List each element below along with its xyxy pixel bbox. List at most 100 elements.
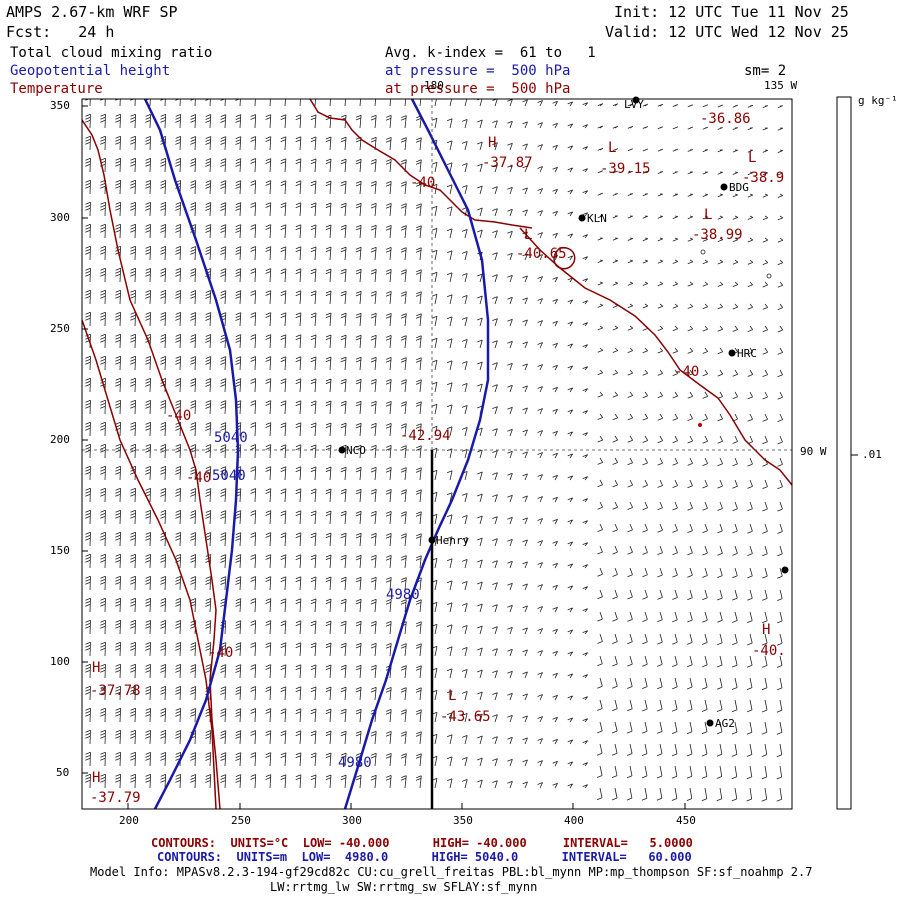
wind-barb xyxy=(340,356,347,371)
wind-barb xyxy=(537,298,543,305)
wind-barb xyxy=(145,180,151,195)
wind-barb xyxy=(657,633,663,645)
wind-barb xyxy=(355,532,362,547)
wind-barb xyxy=(552,496,558,503)
wind-barb xyxy=(627,523,633,533)
wind-barb xyxy=(310,422,317,437)
wind-barb xyxy=(446,250,453,261)
wind-barb xyxy=(370,510,377,525)
wind-barb xyxy=(701,699,708,712)
wind-barb xyxy=(355,334,362,349)
wind-barb xyxy=(732,127,738,130)
wind-barb xyxy=(567,673,574,679)
station-label: HRC xyxy=(737,347,757,360)
wind-barb xyxy=(462,229,468,239)
wind-barb xyxy=(415,555,422,569)
wind-barb xyxy=(552,650,558,657)
wind-barb xyxy=(702,435,708,444)
wind-barb xyxy=(657,611,663,623)
wind-barb xyxy=(627,545,633,555)
wind-barb xyxy=(431,381,438,393)
height-label: 5040 xyxy=(214,430,248,446)
wind-barb xyxy=(657,435,663,444)
wind-barb xyxy=(446,756,453,767)
wind-barb xyxy=(175,114,182,129)
wind-barb xyxy=(160,554,167,569)
wind-barb xyxy=(582,542,589,547)
field-height-label: Geopotential height xyxy=(10,63,171,79)
wind-barb xyxy=(656,743,663,757)
wind-barb xyxy=(477,449,483,459)
wind-barb xyxy=(220,202,227,217)
wind-barb xyxy=(552,430,558,437)
wind-barb xyxy=(310,356,317,371)
wind-barb xyxy=(657,193,663,197)
wind-barb xyxy=(85,685,91,701)
wind-barb xyxy=(746,699,753,713)
wind-barb xyxy=(325,576,332,591)
station-label: AG2 xyxy=(715,717,735,730)
wind-barb xyxy=(761,633,768,646)
wind-barb xyxy=(160,422,167,437)
wind-barb xyxy=(325,664,332,679)
wind-barb xyxy=(389,99,392,107)
extrema-value: -37.78 xyxy=(90,683,141,699)
wind-barb xyxy=(552,584,558,591)
wind-barb xyxy=(415,511,422,525)
wind-barb xyxy=(265,686,272,701)
wind-barb xyxy=(265,730,272,745)
wind-barb xyxy=(552,386,558,393)
wind-barb xyxy=(732,633,738,646)
wind-barb xyxy=(642,103,649,107)
wind-barb xyxy=(295,686,302,701)
wind-barb xyxy=(567,761,574,767)
wind-barb xyxy=(235,202,242,217)
wind-barb xyxy=(642,369,649,376)
wind-barb xyxy=(462,163,468,173)
wind-barb xyxy=(582,498,589,503)
wind-barb xyxy=(220,290,227,305)
wind-barb xyxy=(374,99,377,107)
wind-barb xyxy=(702,259,709,265)
wind-barb xyxy=(100,773,106,789)
wind-barb xyxy=(716,721,723,735)
colorbar-tick: .01 xyxy=(862,448,882,461)
wind-barb xyxy=(415,269,422,283)
wind-barb xyxy=(220,114,227,129)
wind-barb xyxy=(612,148,618,151)
wind-barb xyxy=(145,620,151,635)
wind-barb xyxy=(657,259,663,264)
wind-barb xyxy=(537,738,543,745)
wind-barb xyxy=(205,532,212,547)
wind-barb xyxy=(175,334,182,349)
wind-barb xyxy=(100,399,106,415)
wind-barb xyxy=(732,391,738,400)
wind-barb xyxy=(85,597,91,613)
wind-barb xyxy=(295,224,302,239)
height-label: 5040 xyxy=(212,468,246,484)
wind-barb xyxy=(145,444,151,459)
wind-barb xyxy=(642,435,649,443)
wind-barb xyxy=(280,136,287,151)
wind-barb xyxy=(295,488,302,503)
wind-barb xyxy=(492,252,498,261)
wind-barb xyxy=(250,334,257,349)
wind-barb xyxy=(145,136,151,151)
wind-barb xyxy=(431,227,438,239)
y-tick: 50 xyxy=(56,766,70,779)
wind-barb xyxy=(686,677,693,690)
wind-barb xyxy=(777,457,783,467)
wind-barb xyxy=(702,655,708,668)
height-contour-info: CONTOURS: UNITS=m LOW= 4980.0 HIGH= 5040… xyxy=(157,850,692,864)
wind-barb xyxy=(612,677,618,689)
wind-barb xyxy=(552,694,558,701)
wind-barb xyxy=(612,391,619,398)
wind-barb xyxy=(235,268,242,283)
wind-barb xyxy=(250,356,257,371)
wind-barb xyxy=(672,193,678,197)
wind-barb xyxy=(265,378,272,393)
wind-barb xyxy=(115,201,121,217)
wind-barb xyxy=(492,582,498,591)
wind-barb xyxy=(747,215,753,220)
wind-barb xyxy=(265,488,272,503)
